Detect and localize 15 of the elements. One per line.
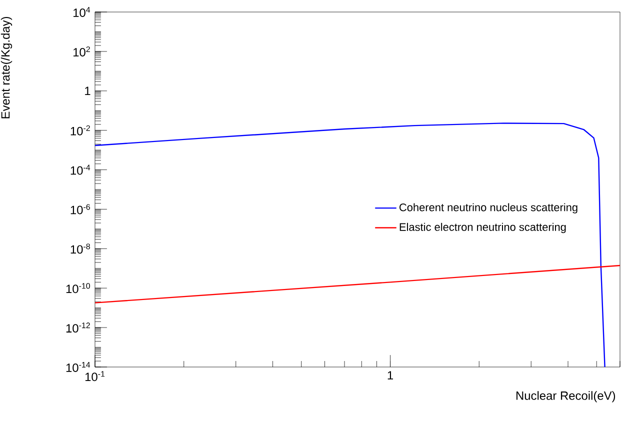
y-tick-label: 10$^{-10}$	[66, 283, 90, 294]
y-axis-title: Event rate(/Kg.day)	[0, 16, 12, 118]
x-tick-label: 10$^{-1}$	[85, 371, 105, 382]
x-axis-title: Nuclear Recoil(eV)	[516, 391, 616, 402]
y-tick-label: 10$^{2}$	[73, 46, 90, 56]
y-tick-label: 10$^{-2}$	[70, 125, 90, 136]
y-tick-label: 10$^{-6}$	[70, 204, 90, 214]
legend-label: Coherent neutrino nucleus scattering	[400, 203, 578, 214]
y-tick-label: 10$^{-8}$	[70, 244, 90, 254]
y-tick-label: 10$^{-14}$	[66, 362, 90, 372]
y-tick-label: 10$^{-12}$	[66, 322, 90, 333]
y-tick-label: 10$^{-4}$	[70, 164, 90, 175]
y-tick-label: 10$^{4}$	[73, 7, 90, 17]
y-tick-label: 1	[85, 86, 90, 95]
legend-label: Elastic electron neutrino scattering	[400, 222, 566, 234]
